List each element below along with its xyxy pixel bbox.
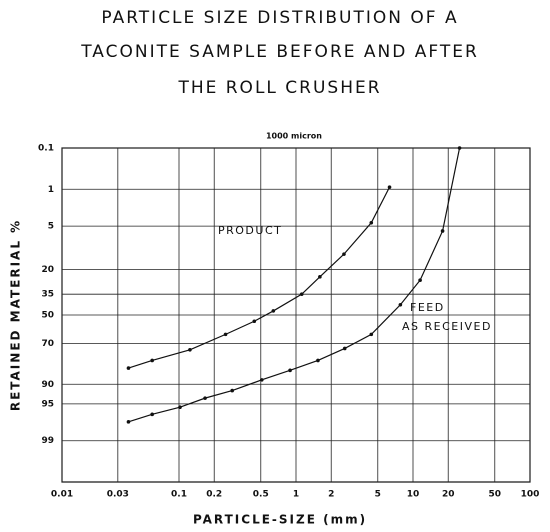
data-point	[418, 278, 422, 283]
y-axis-title: RETAINED MATERIAL %	[9, 219, 23, 411]
x-tick-label: 0.1	[171, 490, 187, 500]
y-tick-label: 20	[41, 265, 54, 275]
series-line	[128, 147, 461, 423]
annotation: FEED	[410, 301, 445, 314]
chart-title: PARTICLE SIZE DISTRIBUTION OF A	[101, 8, 458, 28]
data-point	[288, 368, 292, 373]
x-tick-label: 0.5	[253, 490, 269, 500]
data-point	[398, 302, 403, 307]
data-point	[252, 319, 257, 324]
x-axis-title: PARTICLE-SIZE (mm)	[193, 513, 367, 527]
y-tick-label: 99	[41, 436, 54, 446]
y-tick-label: 50	[41, 311, 54, 321]
data-point	[150, 358, 154, 363]
data-point	[223, 332, 228, 337]
data-point	[457, 146, 462, 150]
annotation: 1000 micron	[266, 132, 322, 141]
x-tick-label: 0.2	[206, 490, 222, 500]
data-point	[342, 346, 347, 351]
data-point	[178, 405, 182, 409]
data-point	[259, 378, 264, 382]
y-tick-label: 0.1	[38, 144, 54, 154]
data-point	[316, 358, 320, 363]
y-tick-label: 95	[41, 399, 54, 409]
y-tick-label: 35	[41, 290, 54, 300]
data-point	[440, 229, 445, 233]
x-tick-label: 10	[407, 490, 420, 500]
data-point	[188, 347, 192, 352]
data-point	[271, 309, 276, 313]
x-tick-label: 5	[375, 490, 381, 500]
x-tick-label: 0.01	[51, 490, 73, 500]
annotation: AS RECEIVED	[402, 320, 492, 333]
data-point	[299, 292, 304, 296]
y-tick-label: 90	[41, 380, 54, 390]
series-line	[128, 186, 391, 369]
data-point	[126, 366, 131, 370]
data-point	[369, 221, 374, 225]
data-point	[342, 252, 346, 256]
x-tick-label: 100	[521, 490, 540, 500]
data-point	[369, 332, 374, 337]
data-point	[126, 420, 131, 424]
x-tick-label: 1	[293, 490, 299, 500]
data-point	[150, 412, 154, 417]
x-tick-label: 50	[489, 490, 502, 500]
chart-title: TACONITE SAMPLE BEFORE AND AFTER	[80, 42, 479, 62]
x-tick-label: 0.03	[107, 490, 129, 500]
x-tick-label: 20	[442, 490, 455, 500]
data-point	[230, 388, 235, 393]
y-tick-label: 5	[48, 222, 54, 232]
data-point	[318, 275, 322, 279]
data-point	[387, 185, 392, 189]
y-tick-label: 1	[48, 185, 54, 195]
data-point	[203, 396, 207, 400]
x-tick-label: 2	[328, 490, 334, 500]
annotation: PRODUCT	[218, 224, 282, 237]
chart-title: THE ROLL CRUSHER	[177, 78, 381, 98]
y-tick-label: 70	[41, 339, 54, 349]
